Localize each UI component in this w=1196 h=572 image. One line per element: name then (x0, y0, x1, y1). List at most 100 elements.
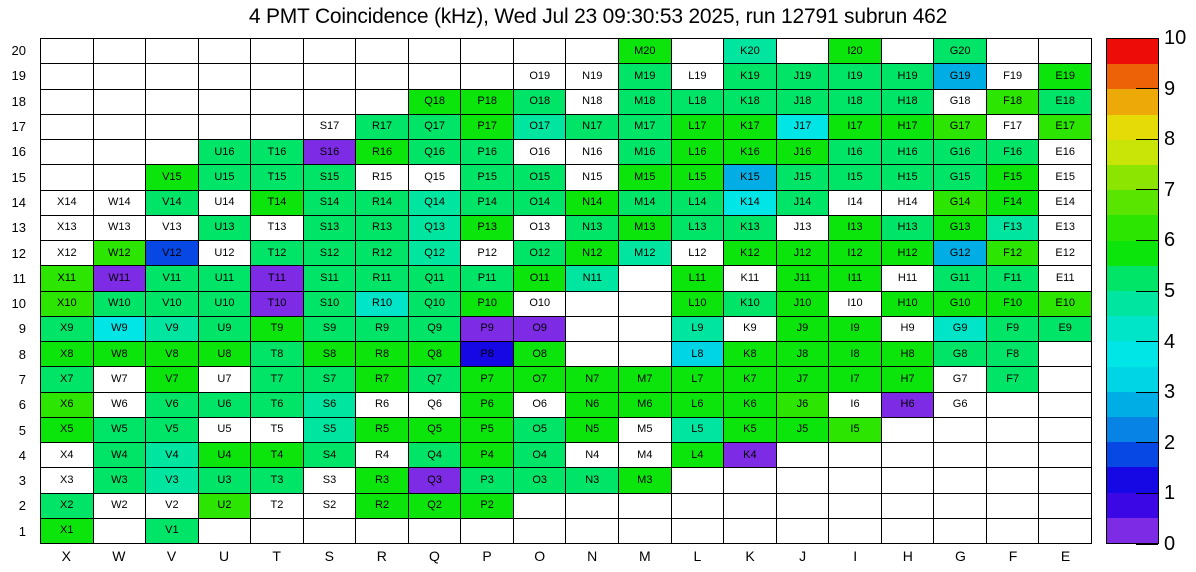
grid-cell (777, 494, 829, 518)
heatmap-grid: M20K20I20G20O19N19M19L19K19J19I19H19G19F… (40, 38, 1092, 544)
grid-cell (987, 519, 1039, 543)
color-scale-band (1107, 64, 1158, 89)
grid-cell: I17 (829, 115, 881, 139)
color-scale-tick-label: 10 (1164, 28, 1186, 48)
x-axis-tick-label: J (776, 548, 829, 564)
grid-cell (777, 443, 829, 467)
grid-cell: N4 (566, 443, 618, 467)
x-axis-labels: XWVUTSRQPONMLKJIHGFE (40, 548, 1092, 564)
color-scale-tick-label: 6 (1164, 230, 1175, 250)
grid-cell (461, 39, 513, 63)
grid-cell (987, 468, 1039, 492)
grid-cell: N5 (566, 418, 618, 442)
grid-cell (409, 39, 461, 63)
grid-cell (566, 317, 618, 341)
x-axis-tick-label: R (356, 548, 409, 564)
color-scale-tick-label: 7 (1164, 180, 1175, 200)
y-axis-tick-label: 4 (0, 443, 30, 468)
grid-cell: F18 (987, 90, 1039, 114)
color-scale-tick (1136, 392, 1158, 393)
grid-cell: G7 (934, 367, 986, 391)
grid-cell (934, 519, 986, 543)
color-scale-band (1107, 442, 1158, 467)
grid-cell: U4 (199, 443, 251, 467)
x-axis-tick-label: G (934, 548, 987, 564)
grid-cell: P18 (461, 90, 513, 114)
x-axis-tick-label: E (1039, 548, 1092, 564)
grid-cell: N17 (566, 115, 618, 139)
color-scale-band (1107, 291, 1158, 316)
color-scale-tick-label: 2 (1164, 433, 1175, 453)
grid-cell (514, 494, 566, 518)
grid-cell (724, 494, 776, 518)
grid-cell: E14 (1039, 191, 1091, 215)
grid-cell: L19 (672, 64, 724, 88)
grid-cell: S5 (304, 418, 356, 442)
grid-cell: O11 (514, 266, 566, 290)
grid-cell (934, 443, 986, 467)
grid-cell (94, 39, 146, 63)
grid-cell: P8 (461, 342, 513, 366)
grid-cell: K13 (724, 216, 776, 240)
grid-cell: P13 (461, 216, 513, 240)
grid-cell: H11 (882, 266, 934, 290)
grid-cell: I13 (829, 216, 881, 240)
grid-cell (146, 115, 198, 139)
grid-cell: L7 (672, 367, 724, 391)
grid-cell (461, 519, 513, 543)
grid-cell: V13 (146, 216, 198, 240)
grid-cell: Q8 (409, 342, 461, 366)
grid-cell: L16 (672, 140, 724, 164)
grid-cell (829, 494, 881, 518)
grid-cell: G11 (934, 266, 986, 290)
grid-cell: U3 (199, 468, 251, 492)
grid-cell (882, 418, 934, 442)
color-scale-band (1107, 115, 1158, 140)
color-scale-tick-label: 8 (1164, 129, 1175, 149)
grid-cell: W12 (94, 241, 146, 265)
color-scale-tick (1136, 544, 1158, 545)
y-axis-tick-label: 2 (0, 493, 30, 518)
grid-cell: P5 (461, 418, 513, 442)
grid-cell: H9 (882, 317, 934, 341)
color-scale-tick (1136, 240, 1158, 241)
grid-cell: J6 (777, 393, 829, 417)
grid-cell: Q16 (409, 140, 461, 164)
grid-cell (304, 39, 356, 63)
grid-cell: V15 (146, 165, 198, 189)
grid-cell (987, 443, 1039, 467)
grid-cell: V4 (146, 443, 198, 467)
color-scale-band (1107, 266, 1158, 291)
grid-cell: K16 (724, 140, 776, 164)
grid-cell: I12 (829, 241, 881, 265)
grid-cell: S12 (304, 241, 356, 265)
grid-cell: R2 (356, 494, 408, 518)
grid-cell: G9 (934, 317, 986, 341)
x-axis-tick-label: S (303, 548, 356, 564)
grid-cell: Q2 (409, 494, 461, 518)
grid-cell: N15 (566, 165, 618, 189)
grid-cell: T6 (251, 393, 303, 417)
grid-cell: Q10 (409, 292, 461, 316)
grid-cell: K17 (724, 115, 776, 139)
grid-cell: O18 (514, 90, 566, 114)
grid-cell (934, 494, 986, 518)
grid-cell: I5 (829, 418, 881, 442)
grid-cell: L12 (672, 241, 724, 265)
grid-cell (409, 519, 461, 543)
grid-cell (304, 90, 356, 114)
grid-cell: E18 (1039, 90, 1091, 114)
grid-cell (94, 90, 146, 114)
chart-title: 4 PMT Coincidence (kHz), Wed Jul 23 09:3… (0, 5, 1196, 29)
x-axis-tick-label: W (93, 548, 146, 564)
grid-cell: L5 (672, 418, 724, 442)
grid-cell (1039, 418, 1091, 442)
grid-cell: X8 (41, 342, 93, 366)
grid-cell: E17 (1039, 115, 1091, 139)
grid-cell: W13 (94, 216, 146, 240)
grid-cell: W4 (94, 443, 146, 467)
grid-cell: F11 (987, 266, 1039, 290)
grid-cell: K20 (724, 39, 776, 63)
grid-cell: M17 (619, 115, 671, 139)
grid-cell: Q4 (409, 443, 461, 467)
